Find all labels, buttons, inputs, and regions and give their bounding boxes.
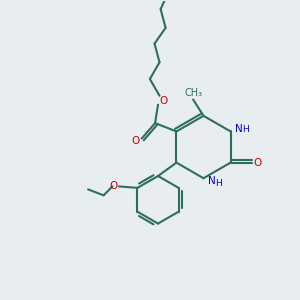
Text: O: O xyxy=(132,136,140,146)
Text: O: O xyxy=(159,96,167,106)
Text: N: N xyxy=(235,124,243,134)
Text: CH₃: CH₃ xyxy=(184,88,202,98)
Text: O: O xyxy=(254,158,262,168)
Text: H: H xyxy=(242,125,249,134)
Text: N: N xyxy=(208,176,216,186)
Text: H: H xyxy=(215,179,222,188)
Text: O: O xyxy=(110,182,118,191)
